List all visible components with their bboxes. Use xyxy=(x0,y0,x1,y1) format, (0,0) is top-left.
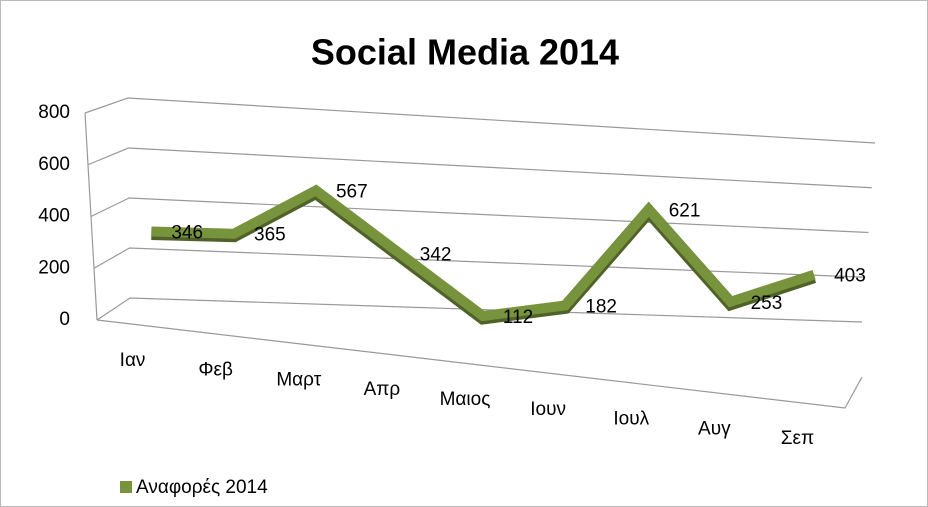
grid-line xyxy=(93,247,866,278)
data-label: 346 xyxy=(171,223,203,244)
grid-line xyxy=(90,197,869,234)
x-tick-label: Ιουν xyxy=(530,399,566,420)
x-tick-label: Σεπ xyxy=(781,428,814,449)
y-tick-label: 400 xyxy=(38,206,70,227)
x-tick-label: Φεβ xyxy=(198,360,233,381)
x-tick-label: Μαρτ xyxy=(276,369,321,390)
data-label: 342 xyxy=(420,245,452,266)
y-tick-label: 800 xyxy=(38,102,70,123)
x-tick-label: Ιαν xyxy=(120,350,146,371)
y-tick-label: 600 xyxy=(38,154,70,175)
legend-label: Αναφορές 2014 xyxy=(136,477,268,498)
grid-line xyxy=(96,297,863,323)
legend-swatch xyxy=(120,481,132,493)
data-label: 403 xyxy=(834,266,866,287)
data-label: 567 xyxy=(336,181,368,202)
data-label: 621 xyxy=(669,200,701,221)
x-tick-label: Απρ xyxy=(364,379,401,400)
x-tick-label: Μαιος xyxy=(440,389,491,410)
y-tick-label: 0 xyxy=(59,309,70,330)
x-tick-label: Ιουλ xyxy=(613,409,649,430)
grid-line xyxy=(84,97,876,144)
grid-line xyxy=(87,147,872,189)
y-tick-label: 200 xyxy=(38,257,70,278)
x-tick-label: Αυγ xyxy=(698,418,731,439)
data-label: 253 xyxy=(751,293,783,314)
data-label: 112 xyxy=(503,307,533,328)
line-series xyxy=(151,184,816,322)
data-label: 182 xyxy=(585,296,617,317)
floor-edge xyxy=(96,319,863,409)
data-label: 365 xyxy=(254,225,286,246)
chart-title: Social Media 2014 xyxy=(311,32,619,73)
